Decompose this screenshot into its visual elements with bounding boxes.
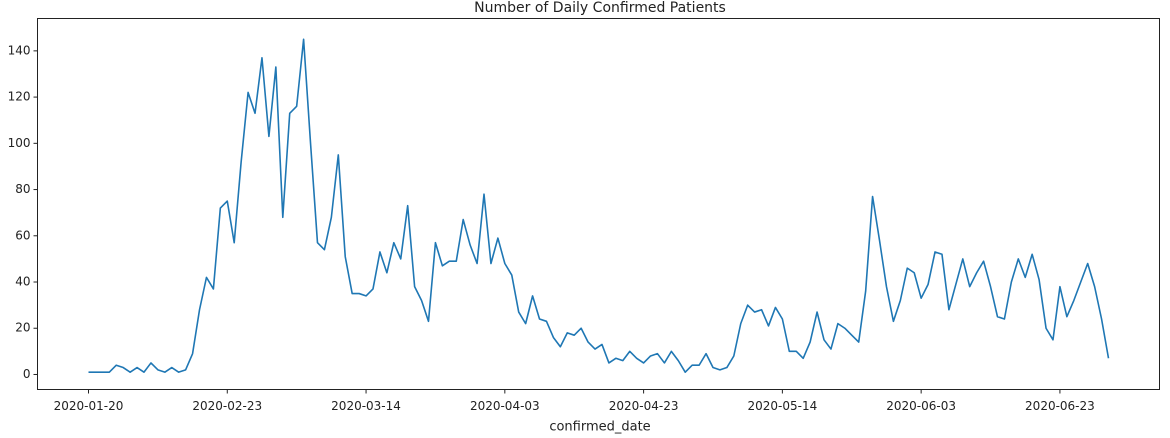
y-tick-label: 20 [15, 321, 30, 335]
y-tick-label: 100 [8, 136, 31, 150]
x-tick-label: 2020-04-03 [470, 399, 540, 413]
chart-title: Number of Daily Confirmed Patients [474, 0, 726, 16]
x-tick-label: 2020-05-14 [748, 399, 818, 413]
x-tick-label: 2020-06-03 [886, 399, 956, 413]
y-tick-label: 0 [23, 367, 31, 381]
x-axis-label: confirmed_date [549, 420, 650, 435]
x-tick-label: 2020-03-14 [331, 399, 401, 413]
x-tick-label: 2020-01-20 [54, 399, 124, 413]
y-tick-label: 40 [15, 275, 30, 289]
plot-frame [37, 18, 1160, 390]
x-tick-label: 2020-04-23 [609, 399, 679, 413]
x-tick-label: 2020-02-23 [192, 399, 262, 413]
y-tick-label: 140 [8, 43, 31, 57]
y-tick-label: 120 [8, 90, 31, 104]
data-line [88, 38, 1110, 373]
y-tick-label: 80 [15, 182, 30, 196]
y-tick-label: 60 [15, 228, 30, 242]
x-tick-label: 2020-06-23 [1025, 399, 1095, 413]
